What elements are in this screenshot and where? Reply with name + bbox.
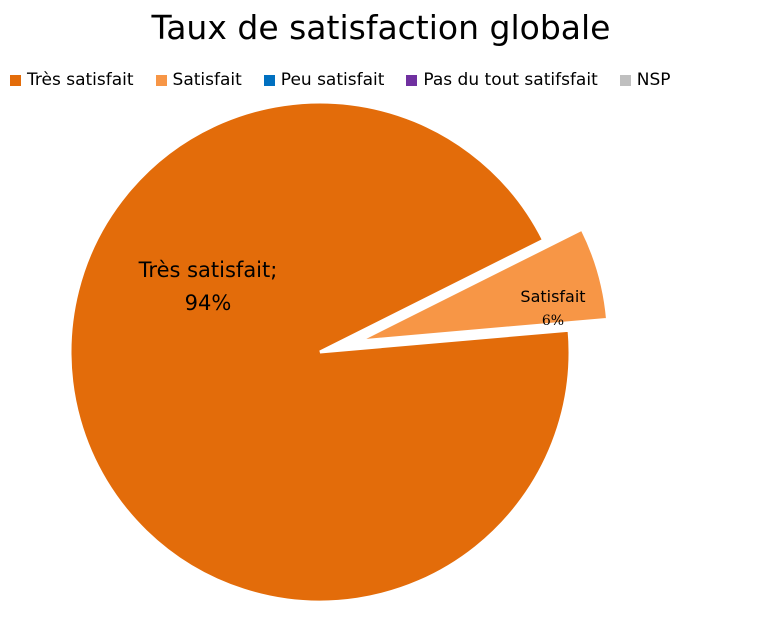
legend-item-nsp: NSP — [619, 70, 671, 90]
legend-item-satisfait: Satisfait — [155, 70, 242, 90]
legend-item-tres-satisfait: Très satisfait — [10, 70, 134, 90]
data-label-name-satisfait: Satisfait — [520, 287, 585, 306]
legend-swatch-satisfait — [155, 74, 167, 86]
legend-item-pas-du-tout-satisfait: Pas du tout satifsfait — [406, 70, 598, 90]
legend-swatch-peu-satisfait — [263, 74, 275, 86]
legend-swatch-nsp — [619, 74, 631, 86]
pie-slices — [68, 100, 610, 604]
legend-label-pas-du-tout-satisfait: Pas du tout satifsfait — [423, 70, 598, 90]
legend-label-peu-satisfait: Peu satisfait — [280, 70, 385, 90]
legend-swatch-tres-satisfait — [10, 74, 21, 86]
data-label-value-satisfait: 6% — [542, 313, 564, 329]
chart-title: Taux de satisfaction globale — [151, 8, 611, 47]
legend-label-satisfait: Satisfait — [172, 70, 242, 90]
legend-label-tres-satisfait: Très satisfait — [27, 70, 134, 90]
pie-labels: Très satisfait; 94% Satisfait 6% — [138, 258, 586, 329]
legend-label-nsp: NSP — [636, 70, 671, 90]
legend-swatch-pas-du-tout-satisfait — [406, 74, 418, 86]
data-label-name-tres-satisfait: Très satisfait; — [138, 258, 278, 282]
chart-legend: Très satisfait Satisfait Peu satisfait P… — [10, 68, 671, 92]
legend-item-peu-satisfait: Peu satisfait — [263, 70, 385, 90]
pie-slice-tres-satisfait — [68, 100, 572, 604]
data-label-value-tres-satisfait: 94% — [185, 291, 232, 315]
pie-slice-satisfait — [357, 227, 610, 343]
